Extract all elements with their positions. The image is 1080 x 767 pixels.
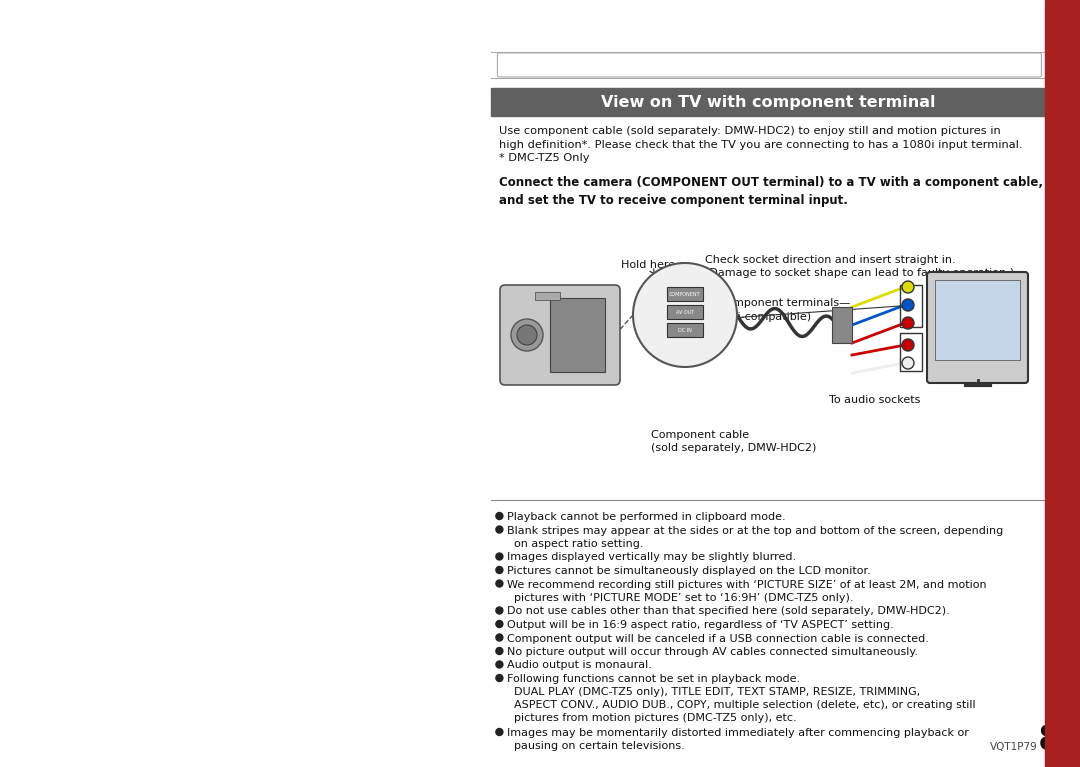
Text: To audio sockets: To audio sockets bbox=[829, 395, 920, 405]
Bar bbox=[1045, 0, 1080, 767]
Bar bbox=[535, 292, 561, 300]
Circle shape bbox=[496, 647, 503, 654]
Circle shape bbox=[496, 729, 503, 736]
Bar bbox=[667, 323, 703, 337]
Text: Playback cannot be performed in clipboard mode.: Playback cannot be performed in clipboar… bbox=[508, 512, 786, 522]
Text: VQT1P79: VQT1P79 bbox=[989, 742, 1038, 752]
FancyBboxPatch shape bbox=[500, 285, 620, 385]
Text: View on TV with component terminal: View on TV with component terminal bbox=[602, 94, 935, 110]
Text: Audio output is monaural.: Audio output is monaural. bbox=[508, 660, 652, 670]
Text: Following functions cannot be set in playback mode.
  DUAL PLAY (DMC-TZ5 only), : Following functions cannot be set in pla… bbox=[508, 674, 976, 723]
Circle shape bbox=[902, 281, 914, 293]
Text: Blank stripes may appear at the sides or at the top and bottom of the screen, de: Blank stripes may appear at the sides or… bbox=[508, 525, 1003, 548]
Text: Component output will be canceled if a USB connection cable is connected.: Component output will be canceled if a U… bbox=[508, 634, 929, 644]
Circle shape bbox=[902, 357, 914, 369]
Bar bbox=[491, 88, 1045, 116]
Circle shape bbox=[511, 319, 543, 351]
Text: Hold here: Hold here bbox=[621, 260, 675, 274]
Bar bbox=[832, 307, 852, 343]
Circle shape bbox=[496, 512, 503, 519]
Circle shape bbox=[496, 634, 503, 641]
Circle shape bbox=[902, 339, 914, 351]
Circle shape bbox=[633, 263, 737, 367]
Text: COMPONENT: COMPONENT bbox=[670, 291, 701, 297]
Text: AV OUT: AV OUT bbox=[676, 310, 694, 314]
Text: Do not use cables other than that specified here (sold separately, DMW-HDC2).: Do not use cables other than that specif… bbox=[508, 607, 950, 617]
Circle shape bbox=[496, 607, 503, 614]
Circle shape bbox=[496, 621, 503, 627]
Bar bbox=[900, 285, 922, 327]
Text: Images displayed vertically may be slightly blurred.: Images displayed vertically may be sligh… bbox=[508, 552, 797, 562]
Text: Images may be momentarily distorted immediately after commencing playback or
  p: Images may be momentarily distorted imme… bbox=[508, 728, 969, 751]
Text: We recommend recording still pictures with ‘PICTURE SIZE’ of at least 2M, and mo: We recommend recording still pictures wi… bbox=[508, 580, 987, 603]
Circle shape bbox=[902, 317, 914, 329]
Text: No picture output will occur through AV cables connected simultaneously.: No picture output will occur through AV … bbox=[508, 647, 918, 657]
Text: 87: 87 bbox=[1038, 723, 1080, 757]
Text: Check socket direction and insert straight in.
(Damage to socket shape can lead : Check socket direction and insert straig… bbox=[705, 255, 1014, 278]
Circle shape bbox=[902, 299, 914, 311]
Text: DC IN: DC IN bbox=[678, 328, 692, 333]
FancyBboxPatch shape bbox=[498, 53, 1041, 77]
Bar bbox=[667, 305, 703, 319]
FancyBboxPatch shape bbox=[927, 272, 1028, 383]
Bar bbox=[935, 280, 1020, 360]
Text: Pictures cannot be simultaneously displayed on the LCD monitor.: Pictures cannot be simultaneously displa… bbox=[508, 566, 872, 576]
Circle shape bbox=[496, 526, 503, 533]
Bar bbox=[550, 298, 605, 372]
Bar bbox=[900, 333, 922, 371]
Circle shape bbox=[517, 325, 537, 345]
Circle shape bbox=[496, 661, 503, 668]
Text: To component terminals—
(1080i-compatible): To component terminals— (1080i-compatibl… bbox=[705, 298, 850, 321]
Text: Use component cable (sold separately: DMW-HDC2) to enjoy still and motion pictur: Use component cable (sold separately: DM… bbox=[499, 126, 1023, 163]
Circle shape bbox=[496, 674, 503, 682]
Text: Output will be in 16:9 aspect ratio, regardless of ‘TV ASPECT’ setting.: Output will be in 16:9 aspect ratio, reg… bbox=[508, 620, 894, 630]
Circle shape bbox=[496, 567, 503, 574]
Text: Connect the camera (COMPONENT OUT terminal) to a TV with a component cable,
and : Connect the camera (COMPONENT OUT termin… bbox=[499, 176, 1043, 207]
Text: Component cable
(sold separately, DMW-HDC2): Component cable (sold separately, DMW-HD… bbox=[651, 430, 816, 453]
Circle shape bbox=[496, 553, 503, 560]
Bar bbox=[667, 287, 703, 301]
Circle shape bbox=[496, 580, 503, 587]
